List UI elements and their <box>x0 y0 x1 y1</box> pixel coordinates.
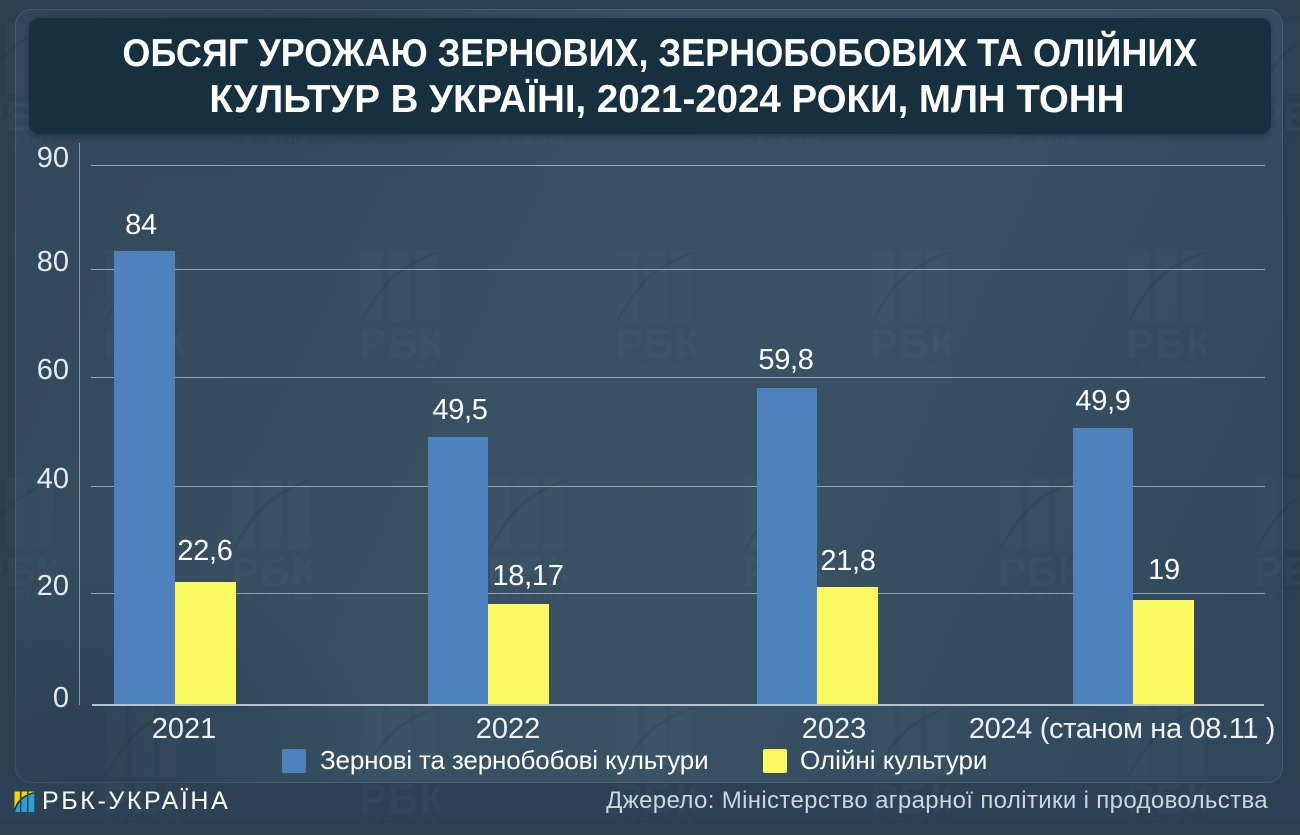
svg-text:УКРАЇНА: УКРАЇНА <box>361 816 439 830</box>
svg-text:УКРАЇНА: УКРАЇНА <box>233 134 311 148</box>
svg-text:УКРАЇНА: УКРАЇНА <box>617 361 695 375</box>
svg-text:УКРАЇНА: УКРАЇНА <box>1256 589 1300 603</box>
svg-text:УКРАЇНА: УКРАЇНА <box>1128 361 1206 375</box>
svg-text:РБК: РБК <box>361 775 439 822</box>
svg-text:УКРАЇНА: УКРАЇНА <box>1000 134 1078 148</box>
svg-text:УКРАЇНА: УКРАЇНА <box>233 589 311 603</box>
svg-text:УКРАЇНА: УКРАЇНА <box>1128 816 1206 830</box>
svg-text:РБК: РБК <box>617 320 695 367</box>
svg-text:РБК: РБК <box>361 320 439 367</box>
svg-text:УКРАЇНА: УКРАЇНА <box>872 816 950 830</box>
svg-text:УКРАЇНА: УКРАЇНА <box>361 361 439 375</box>
svg-text:УКРАЇНА: УКРАЇНА <box>1256 134 1300 148</box>
svg-text:УКРАЇНА: УКРАЇНА <box>617 816 695 830</box>
svg-text:УКРАЇНА: УКРАЇНА <box>105 816 183 830</box>
svg-text:УКРАЇНА: УКРАЇНА <box>1000 589 1078 603</box>
svg-text:УКРАЇНА: УКРАЇНА <box>745 134 823 148</box>
svg-text:УКРАЇНА: УКРАЇНА <box>489 134 567 148</box>
svg-text:РБК: РБК <box>1128 320 1206 367</box>
